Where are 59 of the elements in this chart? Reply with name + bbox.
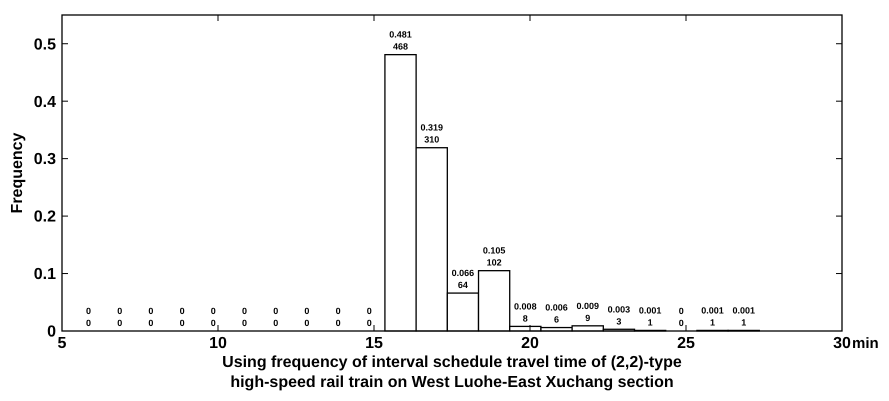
- data-label: 0.481: [389, 30, 412, 40]
- annotation: 0: [210, 318, 216, 328]
- x-tick-label: 30: [833, 335, 851, 352]
- data-label: 0: [273, 306, 278, 316]
- annotation: 0: [180, 318, 185, 328]
- x-tick-label: 15: [365, 335, 383, 352]
- y-axis-title: Frequency: [9, 132, 26, 214]
- data-label: 0: [242, 306, 248, 316]
- data-label: 0: [180, 306, 185, 316]
- y-tick-label: 0: [47, 324, 56, 341]
- data-label: 0: [336, 306, 341, 316]
- annotation: 0: [86, 318, 92, 328]
- annotation: 0: [366, 318, 372, 328]
- annotation: 0: [242, 318, 248, 328]
- annotation: 1: [648, 317, 653, 328]
- annotation: 0: [336, 318, 341, 328]
- data-label: 0.008: [514, 301, 537, 312]
- data-label: 0.001: [701, 305, 724, 316]
- annotation: 1: [741, 317, 746, 328]
- annotation: 468: [393, 42, 408, 52]
- annotation: 0: [148, 318, 154, 328]
- data-label: 0: [366, 306, 372, 316]
- data-label: 0.006: [545, 302, 568, 313]
- y-tick-label: 0.1: [34, 266, 56, 284]
- annotation: 310: [424, 134, 440, 145]
- x-tick-label: 25: [677, 335, 695, 352]
- y-tick-label: 0.5: [34, 36, 56, 54]
- y-tick-label: 0.2: [34, 208, 56, 226]
- y-tick-label: 0.4: [34, 94, 56, 111]
- data-label: 0.319: [420, 122, 443, 133]
- data-label: 0: [210, 306, 216, 316]
- data-label: 0.001: [732, 305, 755, 316]
- data-label: 0.105: [482, 246, 506, 256]
- data-label: 0: [148, 306, 154, 316]
- x-tick-label: 20: [521, 335, 539, 352]
- annotation: 6: [554, 314, 560, 325]
- annotation: 9: [585, 312, 590, 323]
- text: min: [852, 335, 879, 352]
- x-axis-title: Using frequency of interval schedule travel time of (2,2)-type high-speed rail train on West Luohe-East Xuchang section: [222, 354, 682, 391]
- annotation: 64: [458, 280, 468, 290]
- data-label: 0: [86, 306, 92, 316]
- annotation: 102: [486, 258, 502, 268]
- annotation: 0: [678, 318, 684, 328]
- annotation: 8: [522, 313, 528, 324]
- data-label: 0.003: [608, 304, 630, 314]
- x-tick-label: 5: [58, 335, 67, 352]
- data-label: 0: [304, 306, 310, 316]
- annotation: 0: [304, 318, 310, 328]
- data-label: 0: [117, 306, 122, 316]
- annotation: 0: [117, 318, 122, 328]
- annotation: 0: [273, 318, 278, 328]
- annotation: 3: [616, 316, 622, 326]
- data-label: 0: [678, 306, 684, 316]
- data-label: 0.066: [452, 268, 474, 278]
- data-label: 0.001: [638, 305, 662, 316]
- annotation: 1: [710, 317, 716, 328]
- y-tick-label: 0.3: [34, 151, 56, 168]
- x-tick-label: 10: [209, 335, 227, 352]
- data-label: 0.009: [576, 300, 599, 311]
